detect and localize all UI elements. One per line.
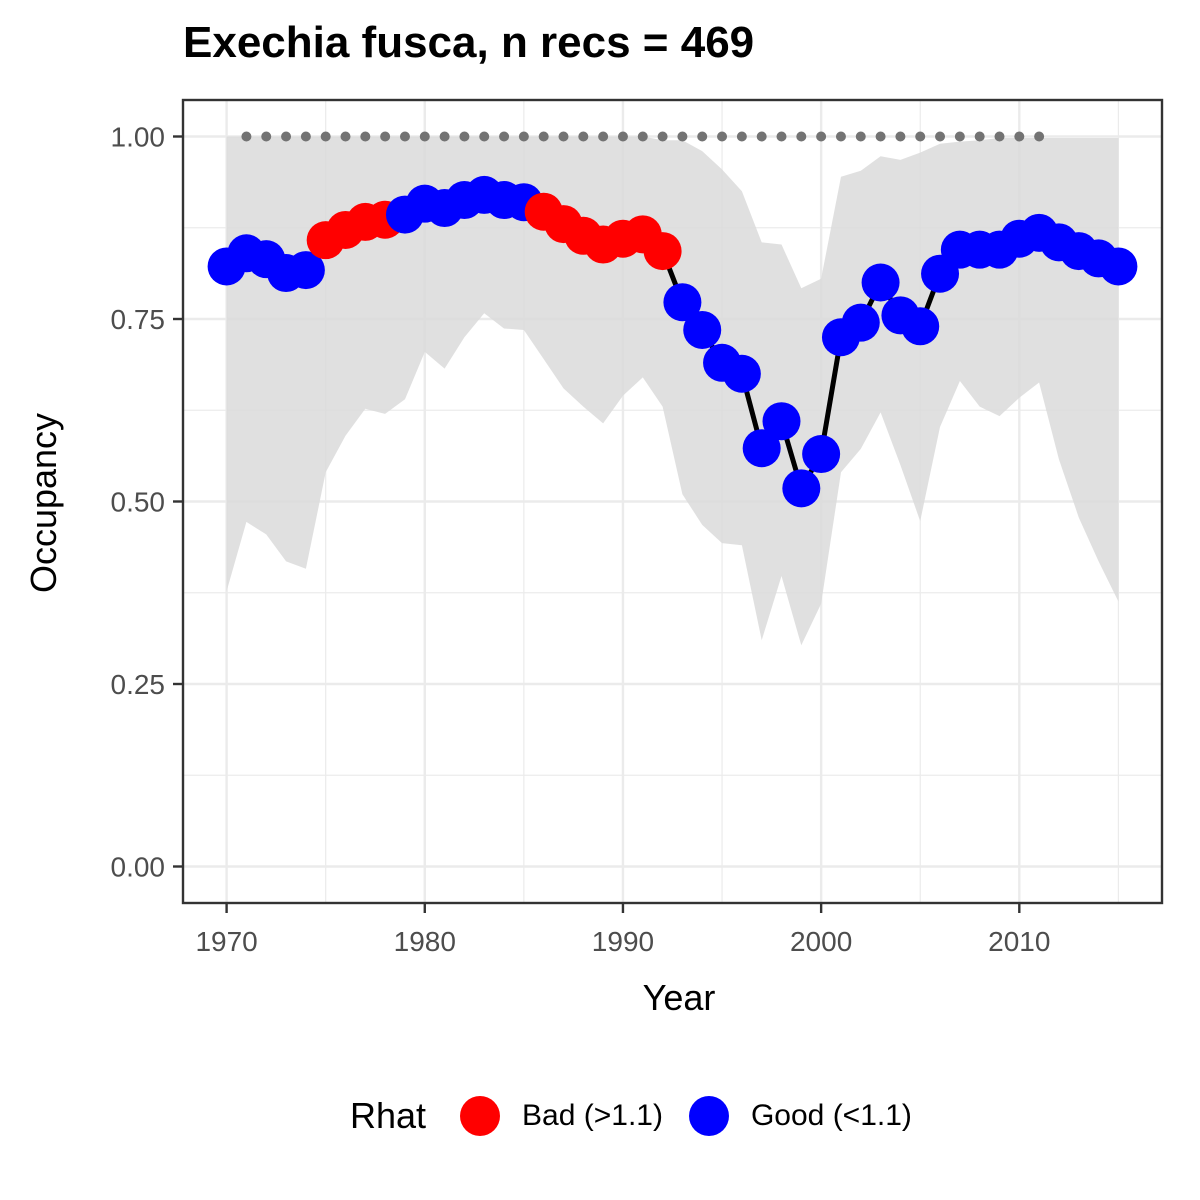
data-point-2000 [802,435,841,474]
top-dot [637,131,648,142]
top-dot [439,131,450,142]
data-point-1992 [643,232,682,271]
data-point-1996 [722,354,761,393]
top-dot [380,131,391,142]
top-dot [816,131,827,142]
data-point-1997 [742,429,781,468]
credible-interval-area [226,136,1119,646]
top-dot [419,131,430,142]
top-dot [1034,131,1045,142]
x-axis: 1970 1980 1990 2000 2010 [195,903,1050,957]
top-dot [300,131,311,142]
top-dot [776,131,787,142]
x-tick-label: 1980 [394,926,456,957]
y-tick-label: 0.50 [111,487,166,518]
top-dot [479,131,490,142]
legend-title: Rhat [350,1095,427,1136]
data-point-2003 [861,263,900,302]
top-dot [717,131,728,142]
y-tick-label: 1.00 [111,122,166,153]
data-point-1994 [683,310,722,349]
top-dot [657,131,668,142]
top-dot [994,131,1005,142]
y-tick-label: 0.75 [111,304,166,335]
top-dot [320,131,331,142]
top-dot [875,131,886,142]
x-tick-label: 1990 [592,926,654,957]
y-tick-label: 0.25 [111,669,166,700]
top-dot [915,131,926,142]
top-dot [578,131,589,142]
top-dot [796,131,807,142]
legend-label-good: Good (<1.1) [750,1099,912,1132]
y-tick-label: 0.00 [111,852,166,883]
legend-label-bad: Bad (>1.1) [522,1099,663,1132]
legend-key-bad [460,1096,501,1136]
top-dot [974,131,985,142]
top-dot [499,131,510,142]
top-dot [935,131,946,142]
top-dot [598,131,609,142]
top-dot [538,131,549,142]
top-dot [399,131,410,142]
top-dot [558,131,569,142]
top-dot [518,131,529,142]
legend: Rhat Bad (>1.1) Good (<1.1) [350,1095,938,1137]
legend-item-good: Good (<1.1) [688,1096,912,1136]
top-dot [736,131,747,142]
data-point-1993 [663,283,702,322]
data-point-1974 [286,251,325,290]
top-dot [835,131,846,142]
top-dot [954,131,965,142]
x-tick-label: 2010 [988,926,1050,957]
top-dot [697,131,708,142]
top-dot [281,131,292,142]
chart-title: Exechia fusca, n recs = 469 [183,18,755,67]
data-point-2002 [841,303,880,342]
top-dot [360,131,371,142]
y-axis: 0.00 0.25 0.50 0.75 1.00 [111,122,183,883]
legend-key-good [688,1096,729,1136]
credible-interval-band [226,136,1119,646]
legend-item-bad: Bad (>1.1) [460,1096,663,1136]
x-tick-label: 2000 [790,926,852,957]
top-dot [617,131,628,142]
top-dot [261,131,272,142]
data-point-1999 [782,469,821,508]
top-dot [855,131,866,142]
occupancy-points [207,175,1138,508]
top-dot [340,131,351,142]
top-dot [241,131,252,142]
top-dot [677,131,688,142]
top-dot [895,131,906,142]
x-tick-label: 1970 [195,926,257,957]
top-dot [459,131,470,142]
data-point-2015 [1099,247,1138,286]
top-dotted-line [241,131,1045,142]
data-point-2005 [901,307,940,346]
top-dot [1014,131,1025,142]
x-axis-title: Year [643,977,716,1018]
top-dot [756,131,767,142]
data-point-1998 [762,402,801,441]
y-axis-title: Occupancy [23,413,64,593]
